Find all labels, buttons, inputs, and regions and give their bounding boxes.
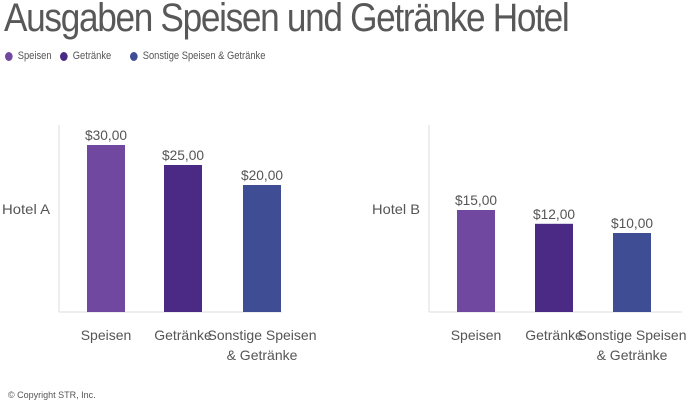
- legend-label: Speisen: [17, 50, 52, 62]
- category-label: Sonstige Speisen: [208, 327, 317, 343]
- legend-swatch: [130, 51, 138, 61]
- legend-item-sonstige: Sonstige Speisen & Getränke: [130, 50, 265, 62]
- category-label: Getränke: [154, 327, 212, 343]
- bar: [243, 185, 281, 312]
- data-label: $12,00: [533, 206, 575, 222]
- bar: [613, 233, 651, 312]
- legend-swatch: [5, 51, 13, 61]
- bar: [164, 165, 202, 312]
- legend-label: Getränke: [72, 50, 112, 62]
- bar: [535, 223, 573, 312]
- category-label: & Getränke: [597, 347, 668, 363]
- category-label: Sonstige Speisen: [578, 327, 687, 343]
- legend-item-speisen: Speisen: [5, 50, 52, 62]
- category-label: Speisen: [451, 327, 502, 343]
- data-label: $30,00: [85, 127, 127, 143]
- category-label: & Getränke: [227, 347, 298, 363]
- chart-title: Ausgaben Speisen und Getränke Hotel: [4, 0, 570, 40]
- legend-swatch: [60, 51, 68, 61]
- category-label: Getränke: [525, 327, 583, 343]
- data-label: $20,00: [241, 167, 283, 183]
- category-label: Speisen: [81, 327, 132, 343]
- data-label: $25,00: [162, 147, 204, 163]
- panel-label: Hotel A: [2, 201, 51, 217]
- legend-label: Sonstige Speisen & Getränke: [142, 50, 266, 62]
- bar: [87, 145, 125, 312]
- data-label: $10,00: [611, 215, 653, 231]
- panel-label: Hotel B: [372, 201, 420, 217]
- bar: [457, 210, 495, 312]
- copyright: © Copyright STR, Inc.: [8, 390, 96, 400]
- data-label: $15,00: [455, 192, 497, 208]
- legend-item-getraenke: Getränke: [60, 50, 111, 62]
